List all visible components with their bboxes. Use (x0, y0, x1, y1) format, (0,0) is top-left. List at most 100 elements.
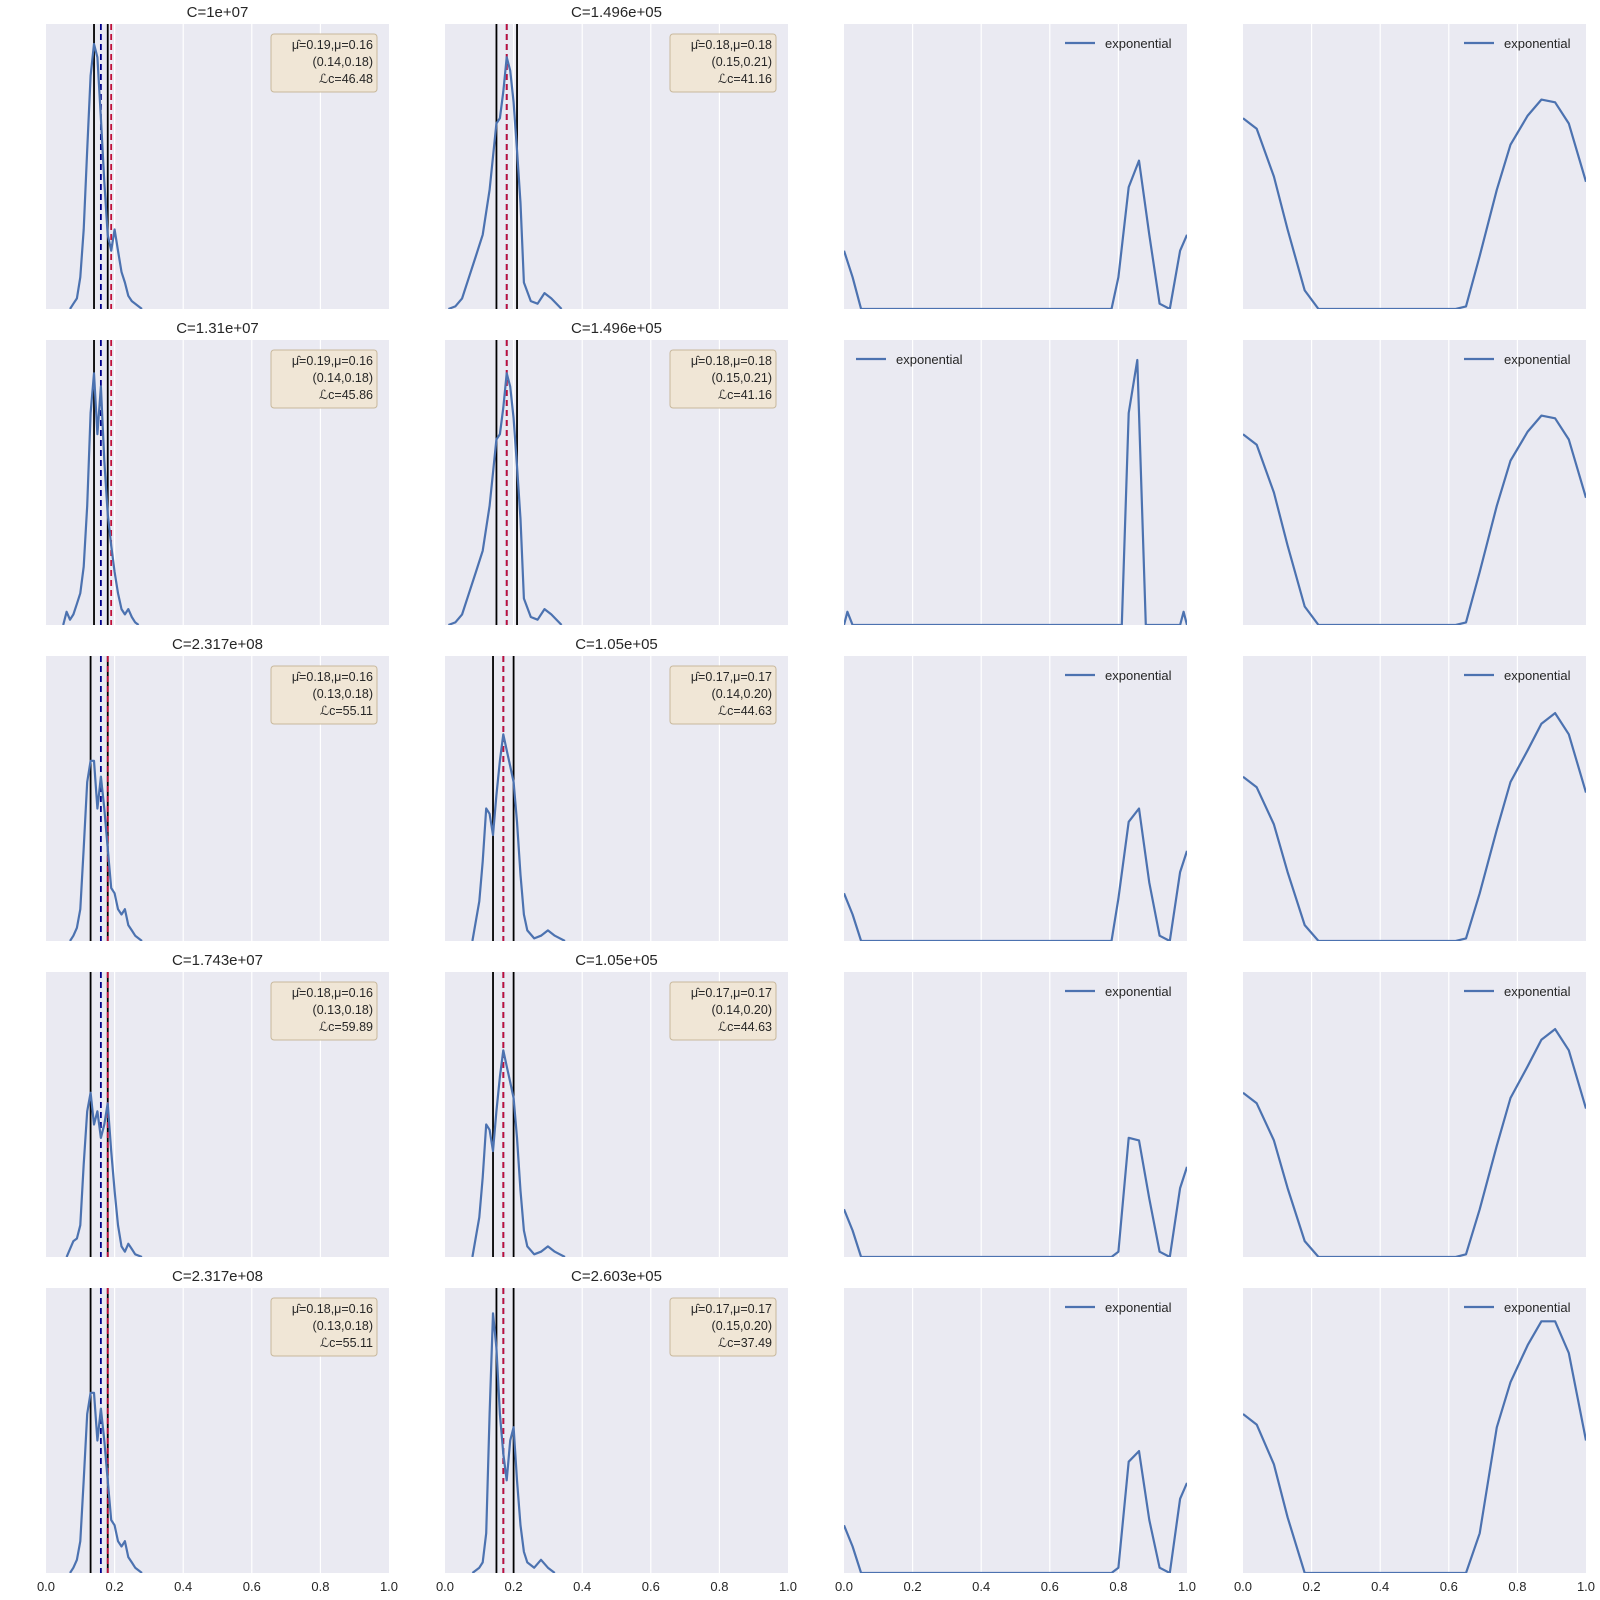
axes-background (1243, 972, 1586, 1257)
x-tick-label: 1.0 (1577, 1579, 1595, 1594)
series-line (69, 42, 143, 309)
subplot-r4-c1: C=2.603e+05 μ̂=0.17,μ=0.17 (0.15,0.20) ℒc=3… (436, 1268, 797, 1594)
x-tick-label: 0.2 (904, 1579, 922, 1594)
annotation-line: (0.13,0.18) (313, 1003, 373, 1017)
annotation-box (669, 665, 777, 725)
annotation-line: ℒc=41.16 (718, 388, 772, 402)
legend-label: exponential (1504, 36, 1571, 51)
x-tick-label: 1.0 (380, 1579, 398, 1594)
series-line (844, 807, 1187, 941)
annotation-line: (0.14,0.18) (313, 55, 373, 69)
subplot-r0-c3: exponential (1243, 24, 1586, 309)
subplot-r1-c2: exponential (844, 340, 1187, 625)
annotation-line: μ̂=0.19,μ=0.16 (292, 38, 373, 52)
legend-label: exponential (1105, 36, 1172, 51)
annotation-line: ℒc=55.11 (320, 704, 373, 718)
annotation-line: (0.15,0.21) (712, 55, 772, 69)
subplot-r1-c3: exponential (1243, 340, 1586, 625)
annotation-line: μ̂=0.19,μ=0.16 (292, 354, 373, 368)
annotation-line: ℒc=55.11 (320, 1336, 373, 1350)
annotation-box (270, 665, 378, 725)
series-line (65, 1091, 143, 1257)
series-line (844, 358, 1187, 625)
annotation-box (270, 1297, 378, 1357)
series-line (448, 56, 563, 309)
annotation-line: (0.13,0.18) (313, 687, 373, 701)
annotation-line: μ̂=0.18,μ=0.16 (292, 1302, 373, 1316)
panel-title: C=1.05e+05 (575, 952, 658, 969)
annotation-line: ℒc=44.63 (718, 704, 772, 718)
annotation-line: ℒc=37.49 (718, 1336, 772, 1350)
series-line (471, 1312, 556, 1573)
subplot-r3-c1: C=1.05e+05 μ̂=0.17,μ=0.17 (0.14,0.20) ℒc=44… (445, 952, 788, 1257)
series-line (1243, 1320, 1586, 1573)
legend-label: exponential (1504, 668, 1571, 683)
series-line (69, 759, 143, 941)
panel-title: C=1.05e+05 (575, 636, 658, 653)
annotation-line: (0.14,0.18) (313, 371, 373, 385)
legend-label: exponential (1105, 1300, 1172, 1315)
subplot-r2-c0: C=2.317e+08 μ̂=0.18,μ=0.16 (0.13,0.18) ℒc=5… (46, 636, 389, 941)
legend-label: exponential (1504, 984, 1571, 999)
x-tick-label: 0.6 (642, 1579, 660, 1594)
annotation-box (669, 1297, 777, 1357)
subplot-r4-c2: exponential 0.0 0.2 0.4 0.6 0.8 1.0 (835, 1288, 1196, 1594)
subplot-r0-c0: C=1e+07 μ̂=0.19,μ=0.16 (0.14,0.18) ℒc=46.48 (46, 4, 389, 309)
subplot-r0-c2: exponential (844, 24, 1187, 309)
x-tick-label: 0.6 (243, 1579, 261, 1594)
x-tick-label: 0.0 (835, 1579, 853, 1594)
subplot-r3-c2: exponential (844, 972, 1187, 1257)
subplot-r3-c0: C=1.743e+07 μ̂=0.18,μ=0.16 (0.13,0.18) ℒc=5… (46, 952, 389, 1257)
axes-background (844, 1288, 1187, 1573)
annotation-line: ℒc=44.63 (718, 1020, 772, 1034)
annotation-line: ℒc=46.48 (319, 72, 373, 86)
annotation-line: μ̂=0.18,μ=0.18 (691, 354, 772, 368)
x-tick-label: 0.4 (1371, 1579, 1389, 1594)
subplot-r2-c2: exponential (844, 656, 1187, 941)
annotation-line: (0.14,0.20) (712, 687, 772, 701)
x-tick-label: 0.8 (1109, 1579, 1127, 1594)
series-line (844, 159, 1187, 309)
axes-background (844, 656, 1187, 941)
axes-background (844, 24, 1187, 309)
legend-label: exponential (1504, 1300, 1571, 1315)
panel-title: C=2.317e+08 (172, 1268, 263, 1285)
subplot-r2-c1: C=1.05e+05 μ̂=0.17,μ=0.17 (0.14,0.20) ℒc=44… (445, 636, 788, 941)
annotation-line: (0.15,0.21) (712, 371, 772, 385)
x-tick-label: 0.2 (505, 1579, 523, 1594)
annotation-box (270, 33, 378, 93)
axes-background (1243, 340, 1586, 625)
annotation-line: μ̂=0.18,μ=0.18 (691, 38, 772, 52)
series-line (448, 372, 563, 625)
legend-label: exponential (1105, 984, 1172, 999)
legend-label: exponential (1504, 352, 1571, 367)
x-tick-label: 0.0 (37, 1579, 55, 1594)
series-line (1243, 98, 1586, 309)
x-tick-label: 0.0 (1234, 1579, 1252, 1594)
subplot-r0-c1: C=1.496e+05 μ̂=0.18,μ=0.18 (0.15,0.21) ℒc=4… (445, 4, 788, 309)
annotation-line: (0.15,0.20) (712, 1319, 772, 1333)
panel-title: C=1e+07 (187, 4, 249, 21)
subplot-r3-c3: exponential (1243, 972, 1586, 1257)
series-line (1243, 414, 1586, 625)
panel-title: C=1.743e+07 (172, 952, 263, 969)
annotation-line: ℒc=45.86 (319, 388, 373, 402)
subplot-r4-c3: exponential 0.0 0.2 0.4 0.6 0.8 1.0 (1234, 1288, 1595, 1594)
x-tick-label: 1.0 (1178, 1579, 1196, 1594)
series-line (69, 1391, 143, 1573)
axes-background (1243, 24, 1586, 309)
annotation-line: μ̂=0.17,μ=0.17 (691, 986, 772, 1000)
axes-background (844, 340, 1187, 625)
annotation-box (669, 981, 777, 1041)
annotation-line: μ̂=0.18,μ=0.16 (292, 670, 373, 684)
annotation-box (270, 981, 378, 1041)
x-tick-label: 0.8 (1508, 1579, 1526, 1594)
series-line (1243, 1027, 1586, 1257)
x-tick-label: 0.2 (106, 1579, 124, 1594)
annotation-line: μ̂=0.17,μ=0.17 (691, 1302, 772, 1316)
x-tick-label: 0.4 (573, 1579, 591, 1594)
annotation-box (669, 349, 777, 409)
series-line (844, 1136, 1187, 1257)
x-tick-label: 0.4 (972, 1579, 990, 1594)
